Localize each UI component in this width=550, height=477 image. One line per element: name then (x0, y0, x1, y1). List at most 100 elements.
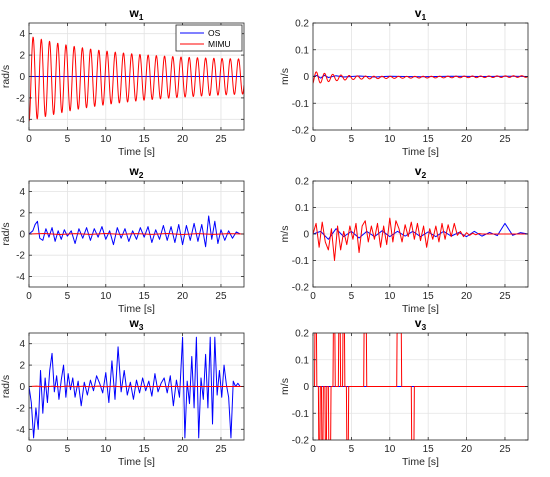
x-axis-label: Time [s] (402, 146, 439, 158)
x-tick-label: 10 (384, 444, 396, 455)
x-tick-label: 20 (177, 134, 189, 145)
chart-title-subscript: 1 (421, 12, 426, 22)
series-group (29, 336, 244, 439)
chart-title: w2 (128, 164, 143, 180)
chart-title-subscript: 2 (139, 170, 144, 180)
x-tick-label: 10 (384, 134, 396, 145)
x-tick-label: 25 (215, 291, 227, 302)
x-axis-label: Time [s] (118, 456, 155, 468)
y-tick-label: -0.1 (292, 99, 310, 110)
series-group (313, 333, 528, 440)
y-axis-label: rad/s (0, 222, 12, 245)
y-tick-label: 2 (19, 51, 25, 62)
x-tick-label: 5 (65, 444, 71, 455)
y-axis-label: rad/s (0, 65, 12, 88)
y-tick-label: -2 (16, 251, 25, 262)
chart-title-base: v (415, 6, 422, 20)
legend-label-os: OS (208, 28, 221, 38)
series-line-mimu (29, 36, 244, 122)
chart-title: v3 (415, 316, 427, 332)
x-tick-label: 15 (139, 134, 151, 145)
x-tick-label: 0 (26, 444, 32, 455)
y-tick-label: 0 (19, 72, 25, 83)
x-tick-label: 15 (423, 444, 435, 455)
x-axis-label: Time [s] (402, 456, 439, 468)
y-tick-label: 0.1 (295, 45, 309, 56)
chart-panel-v2: 0 5 10 15 20 25 0.2 0.1 0 -0.1 -0.2 Time [s] m/s v2 (279, 164, 529, 315)
y-tick-label: 0 (19, 230, 25, 241)
chart-title-base: w (128, 164, 139, 178)
x-tick-label: 25 (215, 134, 227, 145)
chart-title-subscript: 1 (139, 12, 144, 22)
series-group (313, 71, 528, 84)
chart-title: v2 (415, 164, 427, 180)
chart-title: v1 (415, 6, 427, 22)
chart-title-subscript: 2 (421, 170, 426, 180)
series-group (29, 215, 244, 248)
x-tick-label: 15 (423, 291, 435, 302)
y-tick-label: 4 (19, 339, 25, 350)
x-tick-label: 20 (461, 444, 473, 455)
legend-label-mimu: MIMU (208, 39, 231, 49)
x-tick-label: 25 (499, 291, 511, 302)
legend-box (175, 24, 243, 52)
x-tick-label: 25 (499, 444, 511, 455)
y-tick-label: -2 (16, 403, 25, 414)
y-tick-label: -0.2 (292, 436, 310, 447)
series-line-mimu (313, 217, 528, 261)
x-tick-label: 25 (215, 444, 227, 455)
y-tick-label: -0.1 (292, 409, 310, 420)
y-tick-label: 2 (19, 361, 25, 372)
x-tick-label: 5 (349, 444, 355, 455)
chart-title-base: w (128, 316, 139, 330)
x-tick-label: 5 (65, 134, 71, 145)
y-tick-label: 0 (303, 230, 309, 241)
y-tick-label: -0.2 (292, 283, 310, 294)
y-tick-label: -0.1 (292, 256, 310, 267)
series-group (29, 36, 244, 122)
x-tick-label: 5 (349, 134, 355, 145)
x-tick-label: 15 (139, 444, 151, 455)
x-tick-label: 10 (100, 444, 112, 455)
x-tick-label: 10 (100, 291, 112, 302)
x-axis-label: Time [s] (402, 303, 439, 315)
y-tick-label: 0.2 (295, 329, 309, 340)
chart-panel-v3: 0 5 10 15 20 25 0.2 0.1 0 -0.1 -0.2 Time [s] m/s v3 (279, 316, 529, 468)
x-tick-label: 20 (177, 291, 189, 302)
chart-panel-v1: 0 5 10 15 20 25 0.2 0.1 0 -0.1 -0.2 Time [s] m/s v1 (279, 6, 529, 158)
series-line-mimu (313, 333, 528, 440)
chart-title: w3 (128, 316, 143, 332)
series-line-os (29, 215, 241, 248)
y-tick-label: 0 (303, 382, 309, 393)
y-tick-label: 4 (19, 29, 25, 40)
y-axis-label: rad/s (0, 375, 12, 398)
x-tick-label: 10 (100, 134, 112, 145)
y-tick-label: 0.2 (295, 19, 309, 30)
y-axis-label: m/s (279, 226, 291, 243)
y-axis-label: m/s (279, 378, 291, 395)
y-tick-label: -4 (16, 425, 25, 436)
x-tick-label: 15 (139, 291, 151, 302)
x-axis-label: Time [s] (118, 303, 155, 315)
series-line-os (29, 336, 241, 439)
x-tick-label: 0 (310, 444, 316, 455)
series-line-mimu (29, 385, 244, 388)
x-tick-label: 0 (310, 291, 316, 302)
x-tick-label: 15 (423, 134, 435, 145)
y-tick-label: 0.2 (295, 177, 309, 188)
x-tick-label: 5 (349, 291, 355, 302)
x-tick-label: 20 (461, 291, 473, 302)
y-tick-label: 0 (303, 72, 309, 83)
series-line-mimu (313, 71, 528, 84)
x-axis-label: Time [s] (118, 146, 155, 158)
y-tick-label: 0.1 (295, 355, 309, 366)
y-tick-label: -0.2 (292, 126, 310, 137)
y-tick-label: -4 (16, 272, 25, 283)
x-tick-label: 10 (384, 291, 396, 302)
x-tick-label: 25 (499, 134, 511, 145)
x-tick-label: 5 (65, 291, 71, 302)
